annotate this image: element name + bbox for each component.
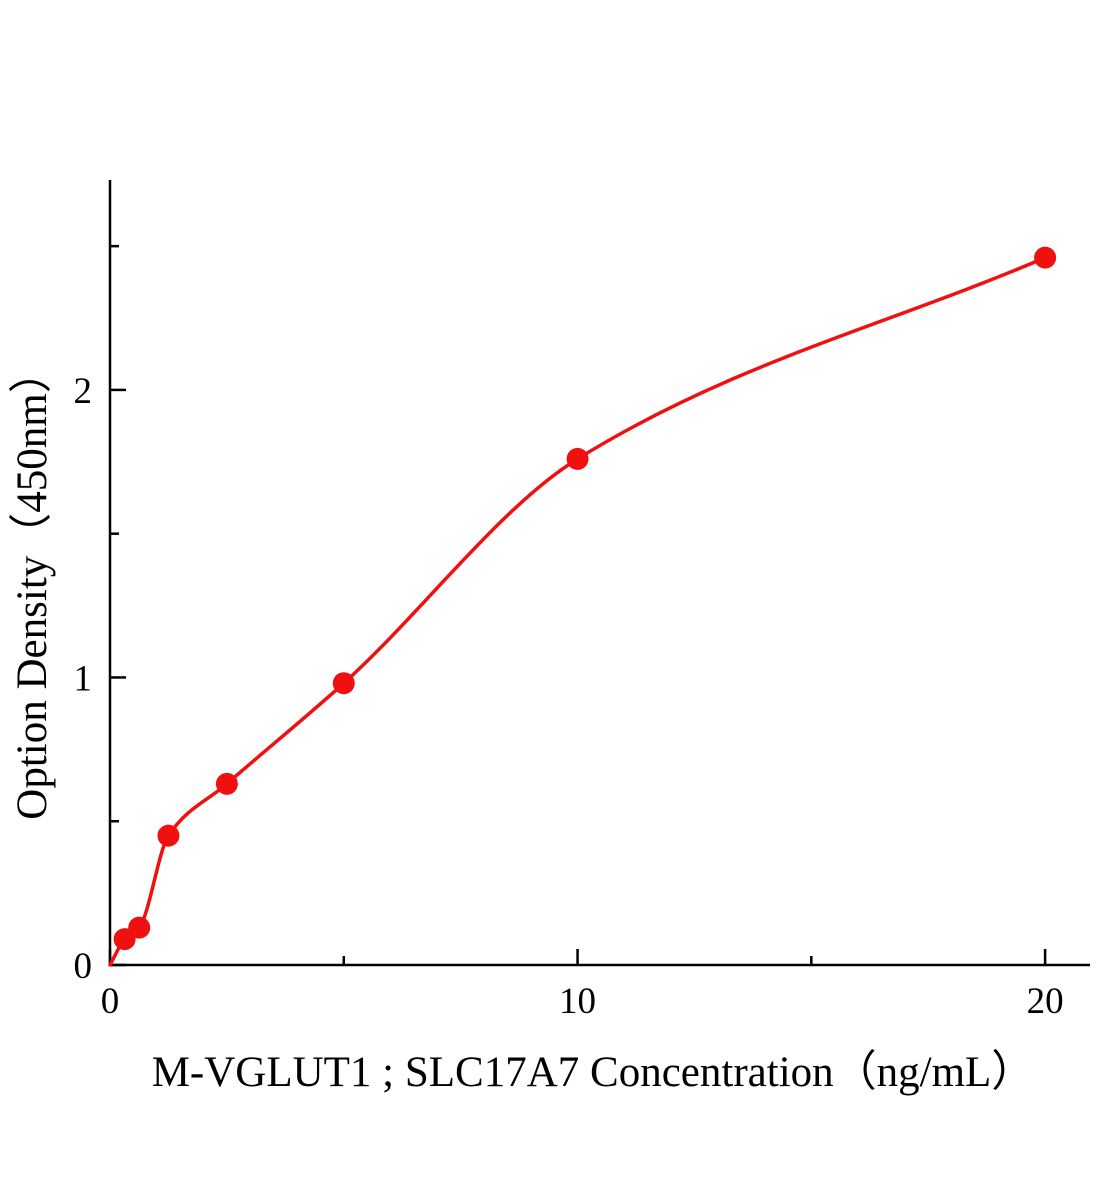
data-point [215, 772, 238, 795]
data-point [566, 447, 589, 470]
x-tick-label: 10 [559, 981, 596, 1022]
y-tick-label: 0 [74, 946, 93, 987]
y-axis-title: Option Density（450nm） [9, 350, 56, 819]
data-point [332, 672, 355, 695]
x-axis-title: M-VGLUT1 ; SLC17A7 Concentration（ng/mL） [152, 1049, 1035, 1096]
x-tick-label: 20 [1027, 981, 1064, 1022]
fit-curve [108, 255, 1047, 967]
y-tick-label: 1 [74, 658, 93, 699]
plot-area: 0 10 20 0 1 2 [74, 180, 1090, 1022]
y-tick-label: 2 [74, 371, 93, 412]
data-point [157, 824, 180, 847]
x-tick-label: 0 [101, 981, 120, 1022]
data-point [1034, 246, 1057, 269]
data-point [128, 916, 151, 939]
